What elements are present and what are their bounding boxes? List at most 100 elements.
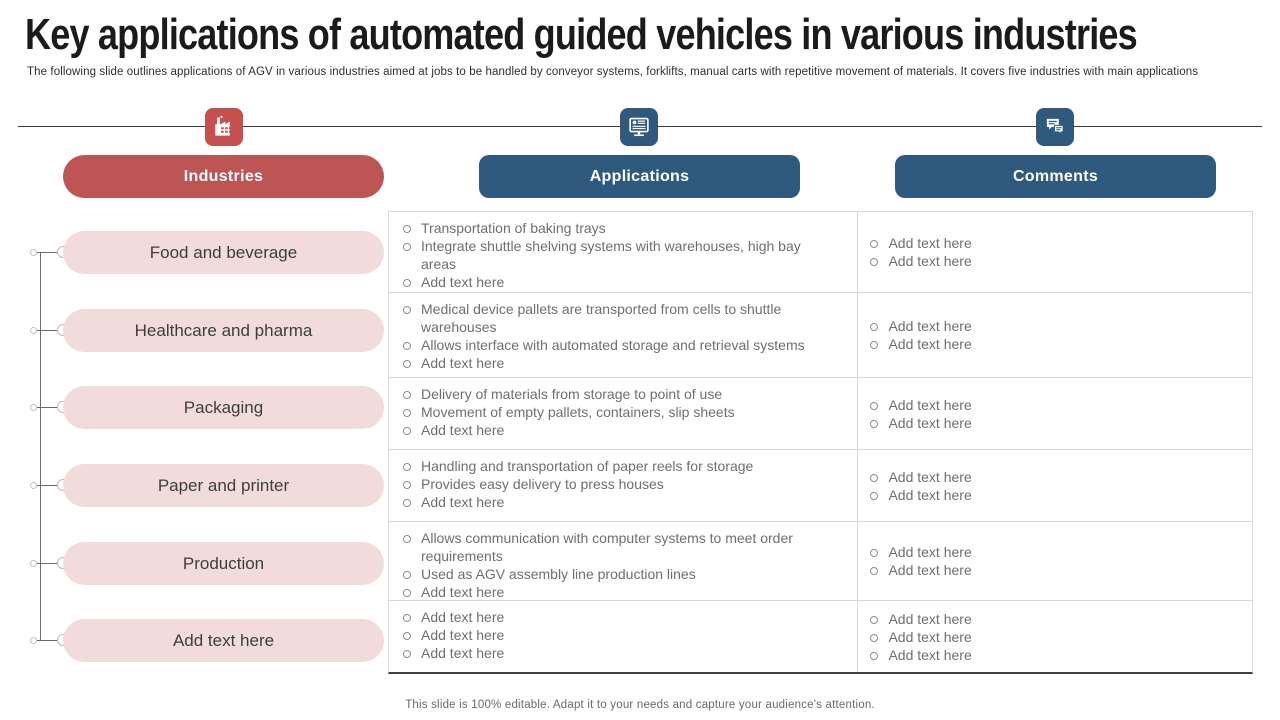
add-text-placeholder[interactable]: Add text here bbox=[888, 253, 972, 269]
add-text-placeholder[interactable]: Add text here bbox=[421, 609, 505, 625]
circle-bullet-icon bbox=[870, 615, 879, 624]
add-text-placeholder[interactable]: Add text here bbox=[421, 494, 505, 510]
bullet-item[interactable]: Add text here bbox=[870, 335, 1242, 353]
bullet-item[interactable]: Add text here bbox=[403, 583, 847, 601]
add-text-placeholder[interactable]: Add text here bbox=[421, 645, 505, 661]
bullet-item[interactable]: Add text here bbox=[403, 626, 847, 644]
bullet-item[interactable]: Add text here bbox=[403, 273, 847, 291]
bullet-item[interactable]: Add text here bbox=[403, 608, 847, 626]
add-text-placeholder[interactable]: Add text here bbox=[888, 610, 972, 627]
circle-bullet-icon bbox=[403, 243, 411, 251]
bullet-item: Integrate shuttle shelving systems with … bbox=[403, 237, 847, 273]
bullet-item[interactable]: Add text here bbox=[403, 493, 847, 511]
industry-pill-label: Production bbox=[182, 553, 265, 573]
slide-title: Key applications of automated guided veh… bbox=[25, 10, 1138, 59]
table-row-placeholder: Add text here Add text here Add text her… bbox=[389, 600, 1252, 672]
circle-bullet-icon bbox=[403, 306, 411, 314]
connector-anchor-dot bbox=[30, 249, 37, 256]
circle-bullet-icon bbox=[403, 535, 411, 543]
add-text-placeholder[interactable]: Add text here bbox=[421, 355, 505, 371]
bullet-item: Medical device pallets are transported f… bbox=[403, 300, 847, 336]
circle-bullet-icon bbox=[403, 614, 411, 622]
add-text-placeholder[interactable]: Add text here bbox=[888, 486, 972, 503]
bullet-item[interactable]: Add text here bbox=[403, 354, 847, 372]
bullet-text: Movement of empty pallets, containers, s… bbox=[421, 404, 735, 420]
circle-bullet-icon bbox=[870, 491, 879, 500]
bullet-text: Transportation of baking trays bbox=[421, 220, 606, 236]
bullet-item[interactable]: Add text here bbox=[870, 252, 1242, 270]
circle-bullet-icon bbox=[870, 240, 879, 248]
comments-cell: Add text here Add text here bbox=[858, 293, 1252, 377]
circle-bullet-icon bbox=[870, 341, 879, 349]
add-text-placeholder[interactable]: Add text here bbox=[888, 468, 972, 485]
table-row-paper-and-printer: Handling and transportation of paper ree… bbox=[389, 449, 1252, 521]
industry-pill-label: Healthcare and pharma bbox=[134, 320, 313, 340]
bullet-item[interactable]: Add text here bbox=[870, 543, 1242, 561]
bullet-item[interactable]: Add text here bbox=[870, 414, 1242, 432]
connector-anchor-dot bbox=[30, 404, 37, 411]
table-row-healthcare-and-pharma: Medical device pallets are transported f… bbox=[389, 292, 1252, 377]
industry-pill-healthcare-and-pharma: Healthcare and pharma bbox=[63, 309, 384, 352]
bullet-item[interactable]: Add text here bbox=[870, 396, 1242, 414]
factory-icon bbox=[205, 108, 243, 146]
industry-pill-packaging: Packaging bbox=[63, 386, 384, 429]
bullet-item[interactable]: Add text here bbox=[870, 486, 1242, 504]
industry-pill-placeholder[interactable]: Add text here bbox=[63, 619, 384, 662]
bullet-item[interactable]: Add text here bbox=[870, 610, 1242, 628]
bullet-item[interactable]: Add text here bbox=[870, 628, 1242, 646]
circle-bullet-icon bbox=[403, 632, 411, 640]
bullet-item: Provides easy delivery to press houses bbox=[403, 475, 847, 493]
bullet-item[interactable]: Add text here bbox=[870, 646, 1242, 664]
add-text-placeholder[interactable]: Add text here bbox=[888, 336, 972, 352]
add-text-placeholder[interactable]: Add text here bbox=[888, 235, 972, 251]
comments-cell: Add text here Add text here bbox=[858, 212, 1252, 292]
bullet-item[interactable]: Add text here bbox=[870, 234, 1242, 252]
comments-cell: Add text here Add text here bbox=[858, 378, 1252, 449]
bullet-text: Integrate shuttle shelving systems with … bbox=[421, 238, 801, 272]
bullet-item[interactable]: Add text here bbox=[870, 317, 1242, 335]
add-text-placeholder[interactable]: Add text here bbox=[888, 646, 972, 663]
applications-comments-table: Transportation of baking trays Integrate… bbox=[388, 211, 1253, 674]
bullet-item[interactable]: Add text here bbox=[403, 644, 847, 662]
add-text-placeholder[interactable]: Add text here bbox=[888, 396, 972, 413]
add-text-placeholder[interactable]: Add text here bbox=[888, 628, 972, 645]
add-text-placeholder[interactable]: Add text here bbox=[888, 562, 972, 578]
monitor-gear-icon bbox=[620, 108, 658, 146]
connector-branch bbox=[34, 563, 63, 564]
add-text-placeholder[interactable]: Add text here bbox=[888, 318, 972, 334]
add-text-placeholder[interactable]: Add text here bbox=[421, 422, 505, 438]
add-text-placeholder[interactable]: Add text here bbox=[421, 584, 505, 600]
add-text-placeholder[interactable]: Add text here bbox=[421, 274, 505, 290]
industry-pill-production: Production bbox=[63, 542, 384, 585]
circle-bullet-icon bbox=[870, 323, 879, 331]
bullet-item[interactable]: Add text here bbox=[403, 421, 847, 439]
connector-branch bbox=[34, 330, 63, 331]
add-text-placeholder[interactable]: Add text here bbox=[888, 544, 972, 560]
bullet-text: Used as AGV assembly line production lin… bbox=[421, 566, 696, 582]
circle-bullet-icon bbox=[403, 589, 411, 597]
editable-note: This slide is 100% editable. Adapt it to… bbox=[405, 699, 875, 711]
connector-branch bbox=[34, 485, 63, 486]
bullet-item: Transportation of baking trays bbox=[403, 219, 847, 237]
table-row-packaging: Delivery of materials from storage to po… bbox=[389, 377, 1252, 449]
circle-bullet-icon bbox=[403, 650, 411, 658]
bullet-item[interactable]: Add text here bbox=[870, 561, 1242, 579]
circle-bullet-icon bbox=[870, 633, 879, 642]
circle-bullet-icon bbox=[870, 473, 879, 482]
connector-branch bbox=[34, 640, 63, 641]
bullet-text: Provides easy delivery to press houses bbox=[421, 476, 664, 492]
applications-cell: Allows communication with computer syste… bbox=[389, 522, 859, 601]
bullet-item: Movement of empty pallets, containers, s… bbox=[403, 403, 847, 421]
bullet-item: Allows interface with automated storage … bbox=[403, 336, 847, 354]
industry-pill-label: Packaging bbox=[183, 397, 264, 417]
add-text-placeholder[interactable]: Add text here bbox=[421, 627, 505, 643]
connector-anchor-dot bbox=[30, 327, 37, 334]
comments-cell: Add text here Add text here bbox=[858, 450, 1252, 521]
connector-vertical-line bbox=[40, 252, 41, 641]
add-text-placeholder[interactable]: Add text here bbox=[888, 414, 972, 431]
comments-column-header: Comments bbox=[895, 155, 1216, 198]
circle-bullet-icon bbox=[870, 258, 879, 266]
applications-cell: Handling and transportation of paper ree… bbox=[389, 450, 859, 521]
bullet-item[interactable]: Add text here bbox=[870, 468, 1242, 486]
table-row-production: Allows communication with computer syste… bbox=[389, 521, 1252, 600]
